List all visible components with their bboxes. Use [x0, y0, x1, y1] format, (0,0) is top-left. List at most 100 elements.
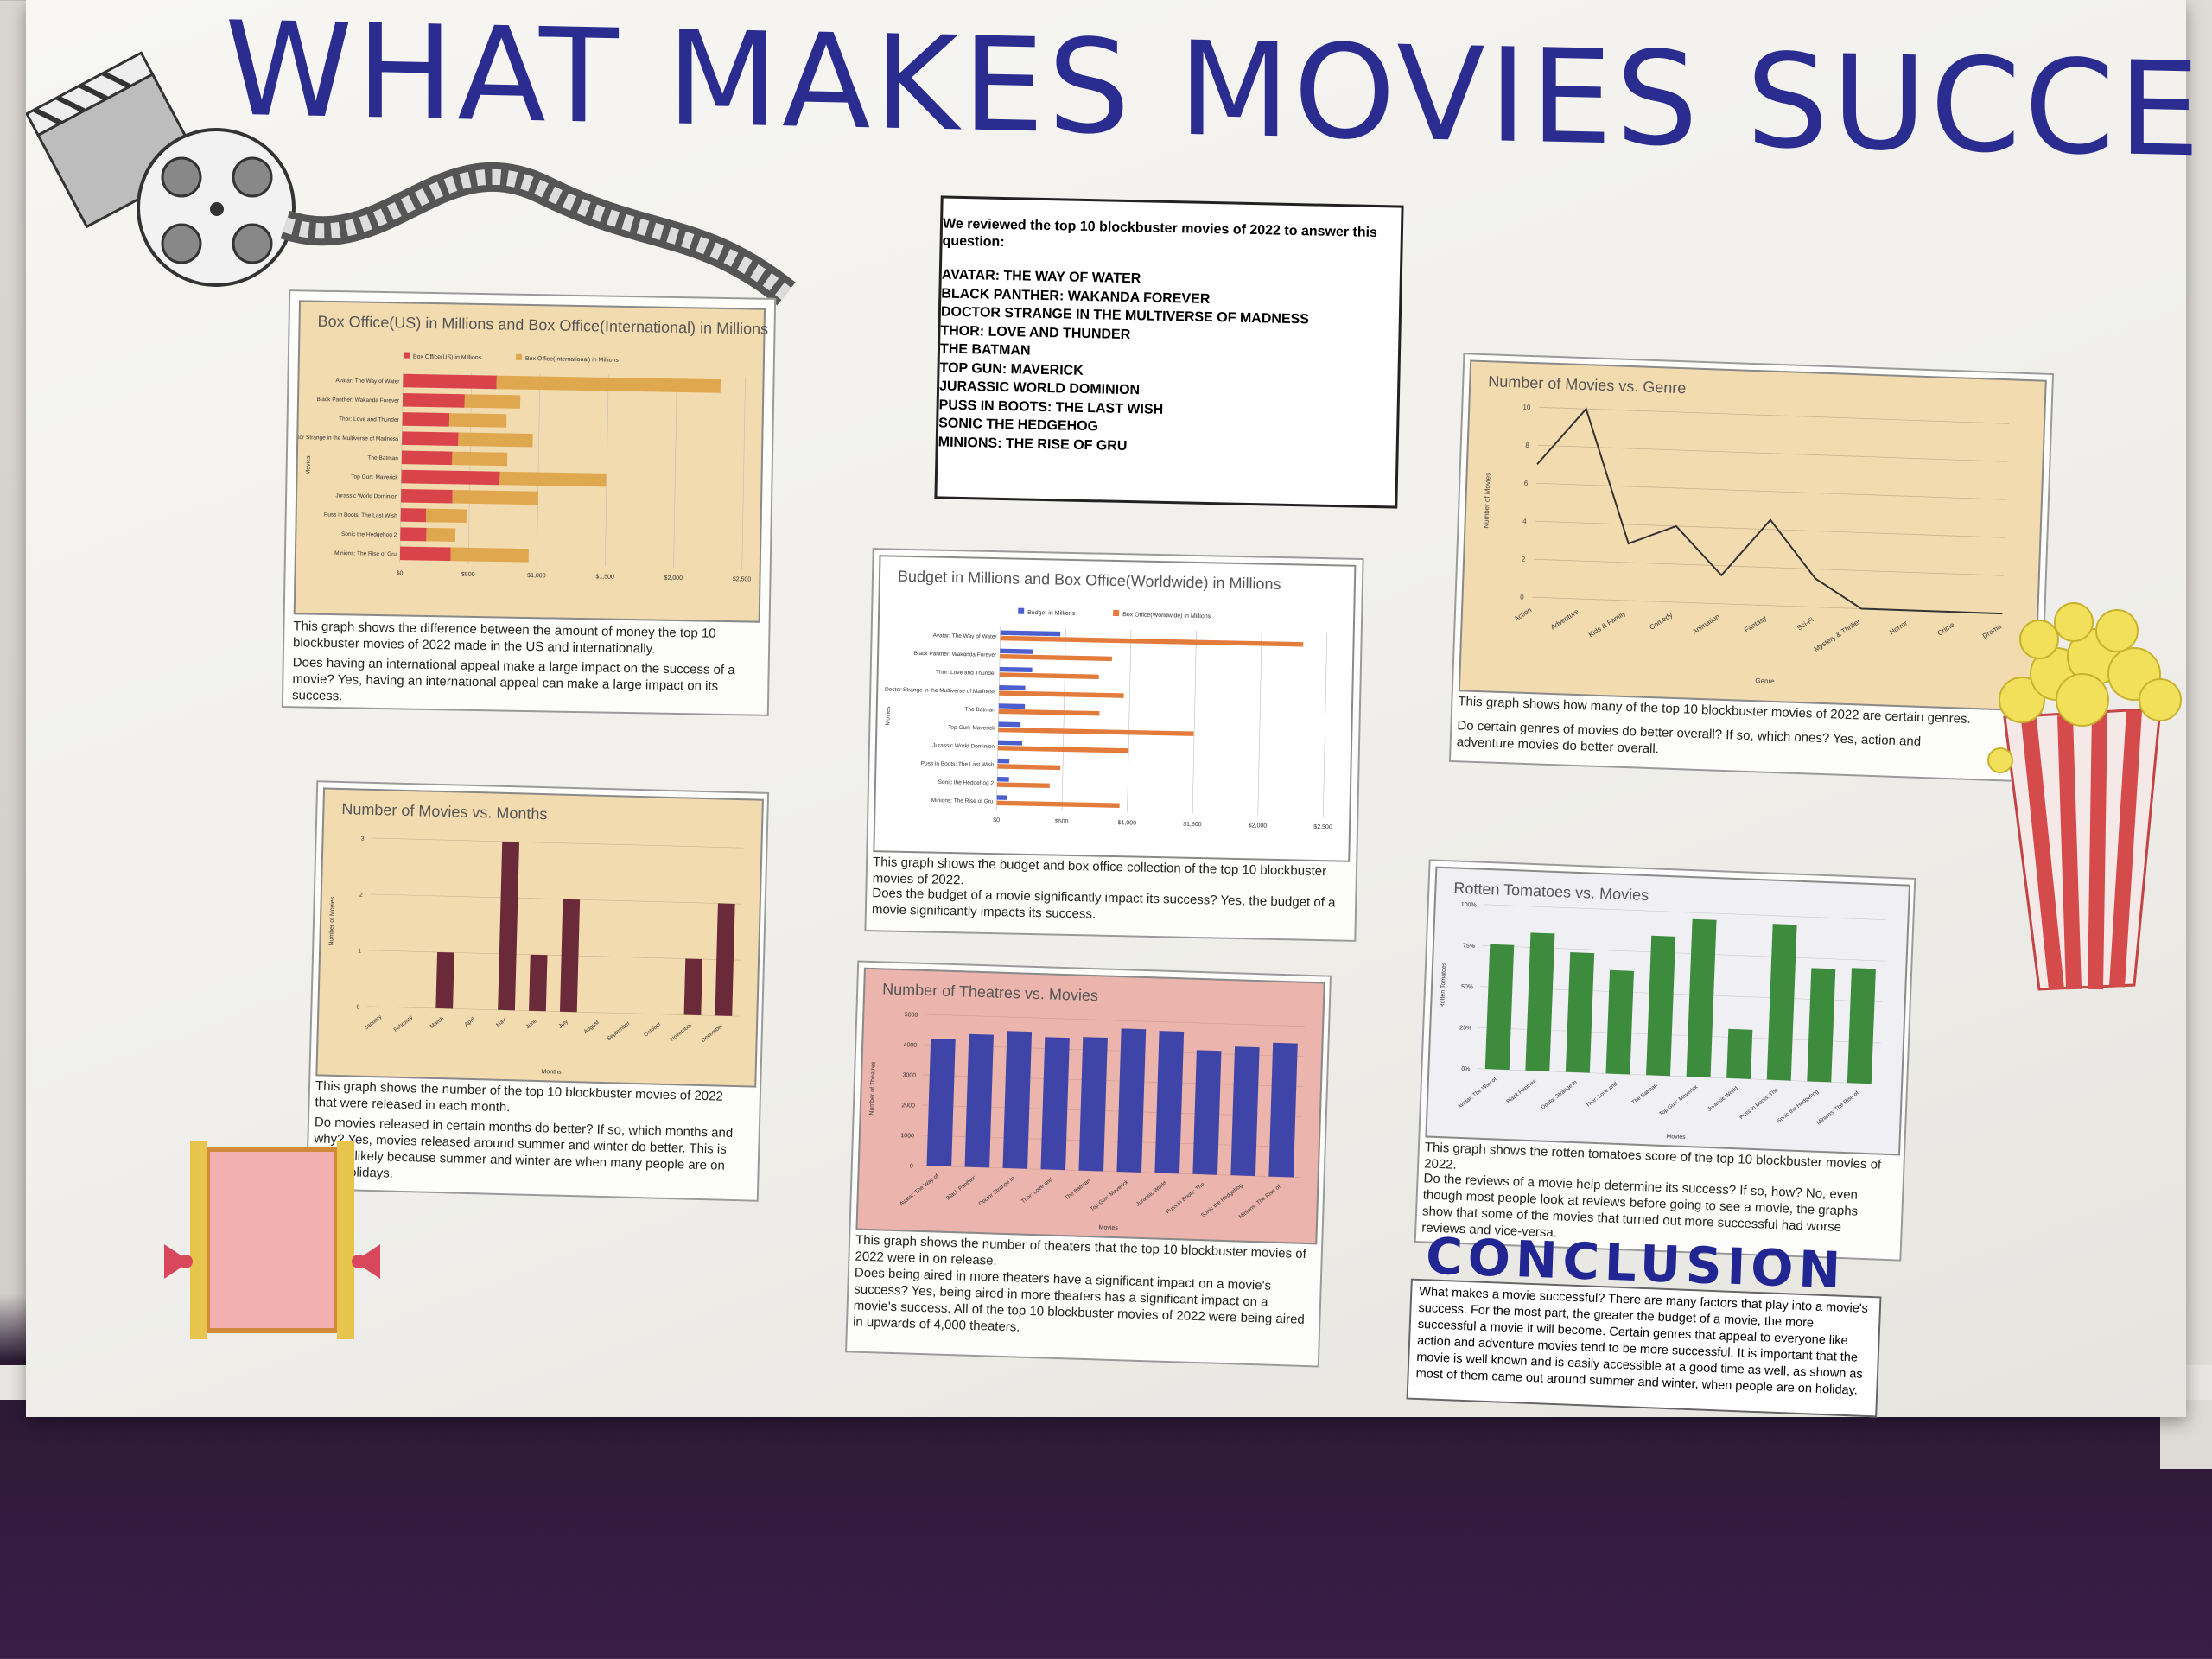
y-tick-label: Black Panther: Wakanda Forever — [316, 397, 399, 404]
gridline — [369, 893, 742, 905]
x-axis-label: Genre — [1755, 677, 1775, 685]
x-tick-label: Crime — [1936, 620, 1956, 637]
bar — [559, 899, 581, 1013]
y-tick-label: 2000 — [901, 1103, 915, 1109]
popcorn-icon — [1987, 602, 2182, 991]
theatres-chart-card: Number of Theatres vs. Movies 0 1000 2000 3… — [855, 967, 1325, 1245]
bar — [1484, 944, 1515, 1071]
x-tick-label: Action — [1513, 606, 1534, 623]
gridline — [536, 373, 541, 566]
bar — [964, 1033, 994, 1168]
gridline — [996, 626, 1001, 810]
y-tick-label: 10 — [1522, 404, 1531, 411]
y-tick-label: Top Gun: Maverick — [948, 725, 995, 732]
bar — [1766, 924, 1797, 1081]
x-tick-label: February — [393, 1014, 415, 1033]
x-tick-label: Black Panther: — [1505, 1077, 1538, 1105]
budget-chart-card: Budget in Millions and Box Office(Worldw… — [873, 555, 1357, 862]
bar — [1646, 935, 1676, 1077]
bar — [1002, 1031, 1033, 1169]
bar — [999, 666, 1033, 673]
bar — [400, 488, 453, 504]
x-tick-label: $1,000 — [527, 573, 546, 579]
rotten-chart: 0% 25% 50% 75% 100% Avatar: The Way of Black P… — [1440, 902, 1886, 1141]
bar — [1807, 968, 1836, 1083]
y-tick-label: 2 — [1522, 556, 1526, 563]
bar — [998, 721, 1021, 728]
gridline — [741, 377, 746, 569]
bar — [998, 727, 1194, 736]
bar — [998, 703, 1026, 709]
legend-label: Box Office(US) in Millions — [413, 354, 482, 361]
legend-swatch — [515, 353, 523, 360]
y-tick-label: 2 — [359, 893, 363, 899]
x-tick-label: Minions: The Rise of — [1816, 1090, 1860, 1127]
y-tick-label: Jurassic World Dominion — [335, 493, 397, 499]
bar — [450, 547, 529, 563]
y-tick-label: Sonic the Hedgehog 2 — [938, 779, 995, 786]
bar — [452, 451, 508, 467]
series-line — [1536, 407, 2003, 615]
x-tick-label: Thor: Love and — [1585, 1081, 1618, 1109]
y-axis-label: Rotten Tomatoes — [1440, 962, 1447, 1008]
bar — [435, 951, 454, 1009]
bar — [1000, 648, 1033, 654]
y-tick-label: 75% — [1463, 943, 1475, 950]
gridline — [1483, 904, 1886, 920]
intro-panel: We reviewed the top 10 blockbuster movie… — [934, 195, 1404, 509]
chart-question-answer: Does being aired in more theaters have a… — [852, 1265, 1306, 1335]
bar — [401, 469, 500, 486]
x-tick-label: December — [700, 1022, 724, 1044]
legend-label: Box Office(Worldwide) in Millions — [1122, 612, 1211, 620]
poster-board: WHAT MAKES MOVIES SUCCESSFUL ? We review… — [26, 0, 2212, 1418]
bar — [1192, 1050, 1222, 1175]
bar — [529, 954, 548, 1012]
x-tick-label: $1,500 — [595, 574, 614, 580]
y-tick-label: Sonic the Hedgehog 2 — [341, 531, 397, 538]
bar — [996, 800, 1120, 808]
x-tick-label: Animation — [1691, 613, 1721, 636]
gridline — [673, 375, 677, 568]
intro-lead: We reviewed the top 10 blockbuster movie… — [942, 216, 1378, 250]
gridline — [1536, 482, 2006, 500]
x-tick-label: $500 — [1055, 819, 1069, 825]
bar — [1230, 1046, 1260, 1177]
y-tick-label: Minions: The Rise of Gru — [334, 550, 397, 557]
y-tick-label: Top Gun: Maverick — [351, 474, 398, 481]
rotten-panel: Rotten Tomatoes vs. Movies 0% 25% 50% 75% 10… — [1414, 859, 1916, 1262]
y-tick-label: 4 — [1522, 518, 1527, 525]
y-axis-label: Movies — [885, 706, 891, 726]
gridline — [1537, 444, 2008, 462]
y-tick-label: 50% — [1461, 984, 1473, 991]
bar — [999, 672, 1099, 680]
y-tick-label: The Batman — [367, 455, 398, 462]
x-tick-label: Comedy — [1648, 611, 1674, 632]
y-tick-label: Avatar: The Way of Water — [932, 632, 997, 640]
gridline — [1539, 406, 2010, 424]
x-tick-label: Thor: Love and — [1020, 1177, 1054, 1205]
bar — [1116, 1028, 1147, 1173]
legend-label: Budget in Millions — [1027, 610, 1075, 617]
x-tick-label: Top Gun: Maverick — [1658, 1084, 1700, 1117]
bar — [1040, 1037, 1070, 1171]
bar — [399, 546, 451, 562]
clapperboard-icon — [26, 51, 203, 229]
x-tick-label: Adventure — [1549, 607, 1580, 632]
x-tick-label: October — [643, 1020, 663, 1038]
boxoffice-panel: Box Office(US) in Millions and Box Offic… — [281, 289, 777, 716]
months-panel: Number of Movies vs. Months 0 1 2 3 January F… — [305, 780, 770, 1202]
bar — [426, 527, 456, 542]
boxoffice-chart: Box Office(US) in Millions Box Office(Int… — [288, 352, 752, 583]
x-tick-label: $2,500 — [733, 576, 752, 582]
y-tick-label: 4000 — [904, 1042, 918, 1048]
bar — [496, 375, 721, 393]
x-tick-label: Black Panther: — [945, 1174, 978, 1202]
x-tick-label: January — [364, 1014, 384, 1031]
bar — [1525, 932, 1555, 1071]
gridline — [366, 1006, 740, 1017]
x-tick-label: The Batman — [1631, 1083, 1660, 1106]
bar — [996, 782, 1050, 789]
movie-list: AVATAR: THE WAY OF WATER BLACK PANTHER: W… — [938, 265, 1400, 461]
x-tick-label: $0 — [397, 570, 404, 576]
y-tick-label: Doctor Strange in the Multiverse of Madn… — [296, 435, 399, 442]
